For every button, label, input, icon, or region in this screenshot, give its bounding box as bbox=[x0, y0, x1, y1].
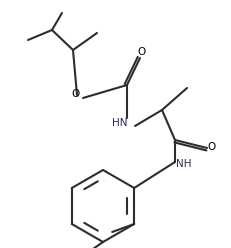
Text: HN: HN bbox=[112, 118, 128, 128]
Text: O: O bbox=[137, 47, 145, 57]
Text: O: O bbox=[208, 142, 216, 152]
Text: O: O bbox=[72, 89, 80, 99]
Text: NH: NH bbox=[176, 159, 192, 169]
